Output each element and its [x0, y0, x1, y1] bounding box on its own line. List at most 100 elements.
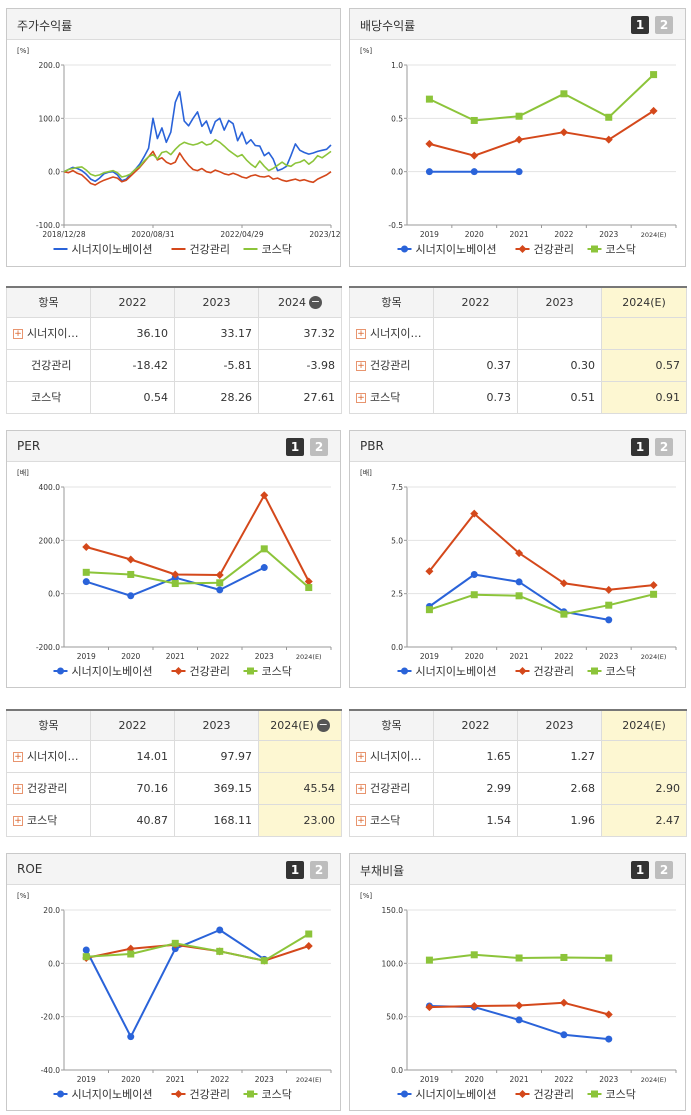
table-cell: 33.17	[174, 316, 259, 350]
legend-marker-1	[401, 1090, 408, 1098]
plus-icon[interactable]: +	[356, 361, 366, 371]
row-name-cell: + 시너지이…	[6, 316, 91, 350]
header-label: 2023	[202, 295, 231, 309]
y-tick-label: 0.5	[391, 114, 403, 123]
y-tick-label: -20.0	[41, 1013, 61, 1022]
table-header-item: 항목	[349, 709, 434, 741]
minus-circle-icon[interactable]: −	[316, 718, 330, 732]
series-line-3	[86, 547, 310, 589]
view-2-button[interactable]: 2	[655, 861, 673, 879]
x-tick-label: 2023	[599, 1075, 618, 1084]
series-1-point	[560, 1031, 568, 1039]
plus-icon[interactable]: +	[13, 816, 23, 826]
legend-label: 건강관리	[190, 665, 230, 678]
plus-icon[interactable]: +	[13, 784, 23, 794]
minus-circle-icon[interactable]: −	[309, 295, 322, 309]
plus-icon[interactable]: +	[356, 393, 366, 403]
series-3-point	[470, 951, 478, 959]
table-cell	[517, 316, 602, 350]
view-1-button[interactable]: 1	[286, 861, 304, 879]
header-label: 2023	[202, 718, 231, 732]
view-1-button[interactable]: 1	[631, 438, 649, 456]
row-name: 시너지이…	[370, 327, 422, 340]
axis-unit-label: [배]	[17, 468, 29, 477]
series-1-point	[127, 592, 135, 600]
series-3-point	[171, 580, 179, 588]
plus-icon[interactable]: +	[356, 329, 366, 339]
series-3-point	[127, 950, 135, 958]
table-cell	[601, 739, 687, 773]
table-row: + 코스닥 1.54 1.96 2.47	[349, 803, 687, 837]
per-chart: [배] 400.0 200.0 0.0 -200.0 2019 2020 2021 2022 20…	[17, 468, 332, 678]
legend-marker-3	[247, 667, 254, 675]
y-tick-label: 400.0	[39, 483, 61, 492]
header-label: 2024(E)	[270, 718, 314, 732]
series-3-point	[260, 957, 268, 965]
table-header-year: 2023	[174, 286, 259, 318]
series-2-point	[649, 581, 658, 590]
legend-label: 코스닥	[606, 665, 636, 678]
y-tick-label: 200.0	[39, 536, 61, 545]
series-1-point	[515, 1016, 523, 1024]
series-3-point	[171, 939, 179, 947]
plus-icon[interactable]: +	[13, 329, 23, 339]
header-label: 2022	[461, 295, 490, 309]
table-cell: -18.42	[90, 348, 175, 382]
series-3-point	[127, 570, 135, 578]
plus-icon[interactable]: +	[13, 752, 23, 762]
table-cell: 0.91	[601, 380, 687, 414]
table-cell: 0.51	[517, 380, 602, 414]
series-2-point	[604, 135, 613, 144]
legend-label: 건강관리	[190, 243, 230, 256]
series-1-point	[515, 168, 523, 176]
row-name: 코스닥	[31, 391, 62, 404]
series-2-point	[604, 1010, 613, 1019]
legend-label: 코스닥	[262, 243, 292, 256]
table-cell: 2.47	[601, 803, 687, 837]
row-name: 코스닥	[27, 814, 58, 827]
y-tick-label: 200.0	[39, 61, 61, 70]
view-2-button[interactable]: 2	[655, 16, 673, 34]
table-header-year: 2023	[517, 709, 602, 741]
pbr-chart: [배] 7.5 5.0 2.5 0.0 2019 2020 2021 2022 2023 2024(…	[360, 468, 677, 678]
table-header-year: 2024−	[258, 286, 342, 318]
view-2-button[interactable]: 2	[310, 861, 328, 879]
series-2-point	[559, 579, 568, 588]
view-1-button[interactable]: 1	[286, 438, 304, 456]
header-label: 2024(E)	[622, 718, 666, 732]
header-label: 항목	[381, 296, 402, 310]
plus-icon[interactable]: +	[356, 752, 366, 762]
view-1-button[interactable]: 1	[631, 861, 649, 879]
header-label: 항목	[38, 719, 59, 733]
header-label: 2024(E)	[622, 295, 666, 309]
plus-icon[interactable]: +	[356, 784, 366, 794]
series-2-point	[260, 491, 269, 500]
series-2-point	[470, 509, 479, 518]
view-2-button[interactable]: 2	[310, 438, 328, 456]
x-tick-label: 2021	[510, 230, 529, 239]
table-cell: 1.27	[517, 739, 602, 773]
series-3-point	[605, 601, 613, 609]
series-2-point	[515, 549, 524, 558]
header-label: 항목	[38, 296, 59, 310]
table-row: + 건강관리 0.37 0.30 0.57	[349, 348, 687, 382]
view-2-button[interactable]: 2	[655, 438, 673, 456]
row-name-cell: + 시너지이…	[6, 739, 91, 773]
x-tick-label: 2022	[210, 1075, 229, 1084]
y-tick-label: 0.0	[48, 590, 60, 599]
legend-marker-1	[57, 1090, 64, 1098]
x-tick-label: 2021	[166, 652, 185, 661]
series-3-point	[305, 584, 313, 592]
view-1-button[interactable]: 1	[631, 16, 649, 34]
x-tick-label: 2024(E)	[641, 1076, 667, 1084]
plus-icon[interactable]: +	[356, 816, 366, 826]
table-header-year: 2024(E)	[601, 286, 687, 318]
table-cell: 40.87	[90, 803, 175, 837]
table-row: + 시너지이…	[349, 316, 687, 350]
y-tick-label: 100.0	[39, 114, 61, 123]
x-tick-label: 2022	[210, 652, 229, 661]
